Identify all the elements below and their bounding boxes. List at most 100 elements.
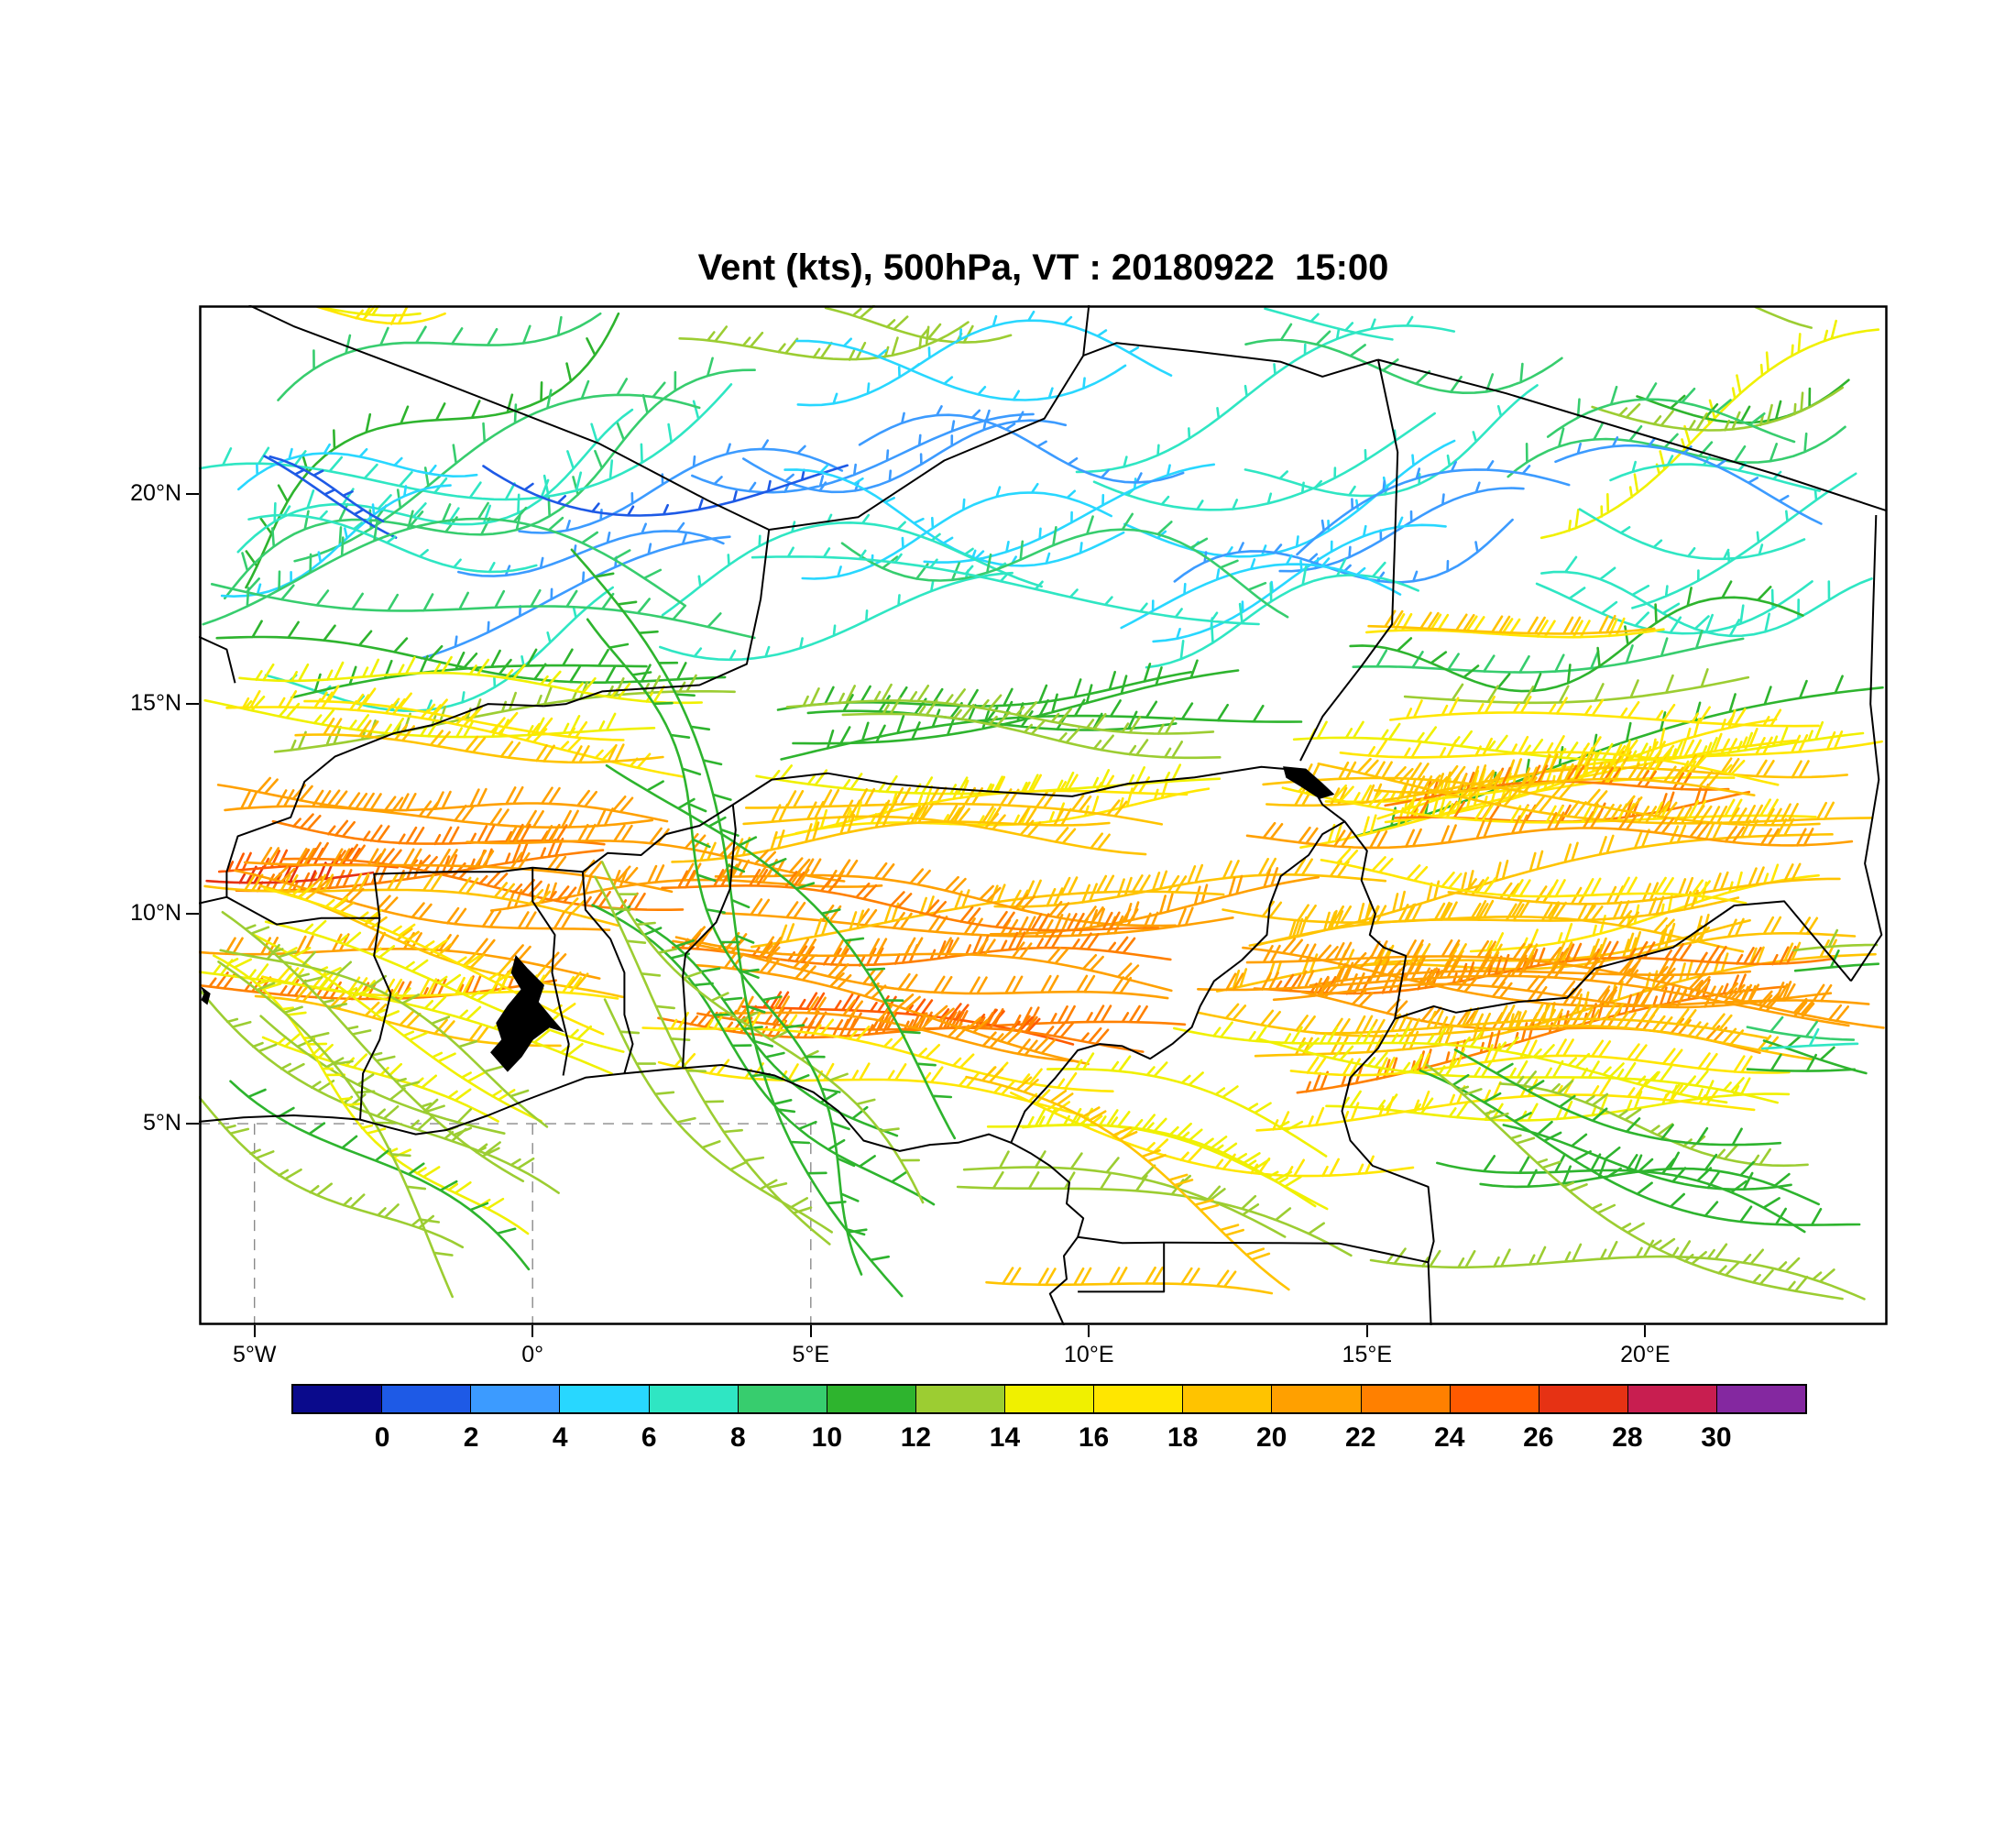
colorbar-cell [1361, 1386, 1451, 1412]
wind-streamline [1197, 959, 1850, 1027]
wind-streamline [1540, 555, 1873, 638]
wind-streamline [1245, 810, 1854, 850]
wind-streamline [243, 846, 674, 894]
lon-tick-mark [253, 1325, 256, 1337]
wind-streamline [962, 1150, 1287, 1238]
wind-streamline [776, 663, 1193, 711]
wind-streamline [290, 648, 648, 699]
wind-streamline [586, 618, 866, 1276]
lat-tick-label: 10°N [130, 900, 181, 927]
lat-tick-mark [186, 703, 199, 706]
wind-streamline [841, 697, 1222, 760]
border-algeria-niger [769, 342, 1379, 531]
border-cameroon-chad [1343, 820, 1408, 1019]
wind-streamline [234, 865, 611, 931]
small-lake-west [201, 986, 211, 1005]
wind-streamline [1436, 1153, 1806, 1234]
wind-streamline [1272, 967, 1833, 1009]
map-svg [199, 305, 1888, 1325]
wind-streamline [245, 312, 620, 589]
colorbar-tick-label: 28 [1612, 1422, 1643, 1453]
wind-streamline [1245, 939, 1885, 1029]
wind-streamline [1145, 558, 1419, 669]
border-chad-car [1394, 900, 1852, 1020]
colorbar-tick-label: 12 [900, 1422, 932, 1453]
lon-tick-mark [809, 1325, 812, 1337]
wind-streamline [1367, 609, 1656, 635]
lat-tick-label: 20°N [130, 480, 181, 507]
wind-streamline [671, 930, 1172, 967]
lat-tick-mark [186, 1123, 199, 1125]
wind-streamline [1152, 516, 1447, 643]
wind-streamline [1258, 1037, 1779, 1104]
wind-streamline [316, 305, 446, 325]
wind-streamline [691, 409, 1035, 494]
wind-streamline [672, 928, 1169, 1000]
lon-tick-mark [531, 1325, 534, 1337]
border-mali-burkina [199, 703, 544, 905]
lat-tick-label: 5°N [143, 1110, 181, 1136]
country-borders [199, 305, 1888, 1325]
wind-streamline [1120, 554, 1402, 630]
wind-streamline [1292, 720, 1865, 762]
colorbar-cell [1183, 1386, 1273, 1412]
map-frame [199, 305, 1888, 1325]
wind-streamline [1793, 949, 1880, 972]
wind-streamline [1320, 848, 1748, 905]
wind-streamline [1746, 1015, 1856, 1041]
lon-tick-label: 5°E [792, 1342, 830, 1367]
colorbar-cell [382, 1386, 472, 1412]
border-algeria-libya [1082, 305, 1090, 357]
lake-chad [1283, 766, 1335, 799]
colorbar-cell [1450, 1386, 1539, 1412]
wind-streamline [594, 875, 831, 1246]
wind-streamline [1365, 613, 1665, 639]
colorbar-tick-label: 4 [552, 1422, 568, 1453]
wind-streamline [1092, 412, 1436, 511]
wind-streamline [659, 569, 1013, 662]
wind-streamline [268, 455, 385, 523]
wind-streamline [1022, 1107, 1329, 1211]
wind-streamline [989, 867, 1320, 936]
colorbar-cell [915, 1386, 1005, 1412]
wind-streamline [661, 513, 1043, 617]
wind-streamline [1289, 1038, 1791, 1077]
wind-streamline [1507, 422, 1846, 478]
colorbar [291, 1384, 1807, 1414]
wind-streamline [236, 408, 634, 554]
wind-streamline [238, 655, 703, 705]
wind-streamline [923, 463, 1216, 564]
wind-streamline [1453, 1048, 1782, 1147]
wind-streamline [225, 690, 685, 778]
colorbar-tick-label: 16 [1078, 1422, 1110, 1453]
lon-tick-label: 5°W [232, 1342, 277, 1367]
colorbar-tick-label: 14 [989, 1422, 1021, 1453]
wind-streamline [1173, 1021, 1728, 1104]
wind-streamline [199, 1096, 465, 1249]
wind-streamline [1314, 1002, 1769, 1039]
wind-streamline [518, 439, 844, 534]
border-niger-chad [1299, 359, 1399, 762]
border-eq-guinea [1078, 1242, 1166, 1293]
wind-streamline [755, 763, 1222, 796]
wind-streamline [1222, 899, 1745, 953]
wind-streamline [229, 1080, 531, 1271]
wind-streamline [1339, 735, 1780, 786]
colorbar-cell [1717, 1386, 1806, 1412]
border-nigeria-cameroon [1010, 774, 1346, 1144]
wind-streamline [742, 799, 1147, 856]
border-benin-nigeria [682, 804, 737, 1068]
wind-streamline [785, 683, 1215, 735]
wind-streamline [1791, 928, 1879, 952]
wind-streamline [657, 1053, 1084, 1117]
lon-tick-label: 15°E [1342, 1342, 1393, 1367]
wind-streamline [1578, 508, 1806, 561]
colorbar-cell [1539, 1386, 1628, 1412]
border-ghana-togo [531, 867, 570, 1076]
wind-streamline [1760, 1027, 1859, 1050]
wind-streamline [795, 337, 1127, 401]
wind-streamline [783, 464, 1125, 567]
colorbar-tick-label: 20 [1255, 1422, 1287, 1453]
wind-field [199, 305, 1885, 1301]
